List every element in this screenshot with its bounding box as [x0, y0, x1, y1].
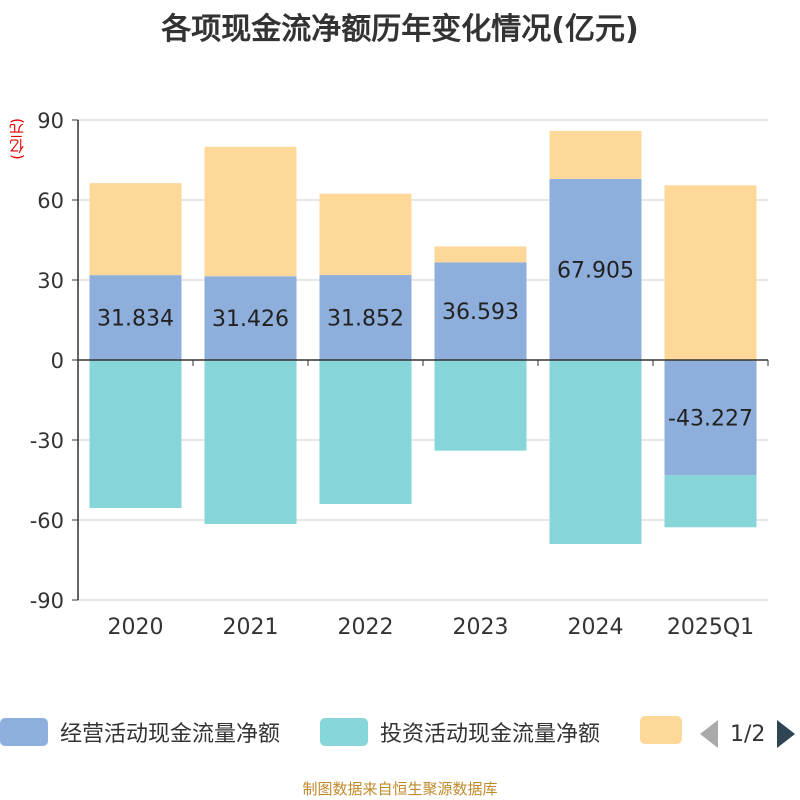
legend-swatch-financing: [640, 716, 682, 744]
bar-series0-2024: [549, 178, 642, 360]
data-labels: 31.834 31.426 31.852 36.593 67.905 -43.227: [97, 258, 753, 431]
x-tick-label: 2020: [108, 615, 164, 640]
y-tick-label: -90: [30, 589, 64, 613]
data-label: -43.227: [668, 407, 753, 432]
bar-series2-2025Q1: [664, 185, 757, 360]
x-tick-label: 2022: [338, 615, 394, 640]
y-tick-label: 30: [37, 269, 64, 293]
data-label: 36.593: [442, 300, 519, 325]
bar-series1-2022: [319, 360, 412, 504]
bar-series2-2022: [319, 193, 412, 276]
bar-series1-2024: [549, 360, 642, 544]
x-tick-label: 2021: [223, 615, 279, 640]
bar-series2-2020: [89, 183, 182, 276]
y-tick-label: 90: [37, 109, 64, 133]
bar-series2-2024: [549, 130, 642, 179]
bar-series0-2021: [204, 276, 297, 360]
y-tick-label: -30: [30, 429, 64, 453]
legend-item-financing[interactable]: [640, 716, 682, 744]
legend-item-investing[interactable]: 投资活动现金流量净额: [320, 716, 600, 748]
next-page-icon[interactable]: [777, 720, 796, 748]
bar-series0-2020: [89, 275, 182, 360]
bar-series2-2021: [204, 146, 297, 277]
bar-series0-2023: [434, 262, 527, 360]
chart-plot: 90 60 30 0 -30 -60 -90 2020 2021 2022 2023 2024 2025…: [30, 109, 769, 640]
prev-page-icon[interactable]: [700, 720, 718, 748]
legend-label-investing: 投资活动现金流量净额: [380, 722, 601, 747]
bar-series1-2021: [204, 360, 297, 524]
legend-label-operating: 经营活动现金流量净额: [60, 722, 281, 747]
y-tick-label: -60: [30, 509, 64, 533]
y-tick-label: 0: [51, 349, 64, 373]
chart-title: 各项现金流净额历年变化情况(亿元): [161, 12, 639, 47]
legend-pager: 1/2: [700, 720, 796, 748]
legend-page-indicator: 1/2: [730, 721, 766, 747]
bar-series0-2022: [319, 275, 412, 360]
x-tick-label: 2024: [568, 615, 624, 640]
legend-swatch-investing: [320, 718, 368, 746]
data-label: 31.834: [97, 307, 174, 332]
y-tick-label: 60: [37, 189, 64, 213]
data-source-note: 制图数据来自恒生聚源数据库: [302, 780, 498, 798]
data-label: 31.426: [212, 307, 289, 332]
legend-swatch-operating: [0, 718, 48, 746]
legend: 经营活动现金流量净额 投资活动现金流量净额 1/2: [0, 716, 800, 756]
bars: [89, 130, 757, 544]
x-tick-label: 2025Q1: [667, 615, 754, 640]
data-label: 67.905: [557, 258, 634, 283]
axes: 90 60 30 0 -30 -60 -90 2020 2021 2022 2023 2024 2025…: [30, 109, 769, 640]
bar-series0-2025Q1: [664, 360, 757, 476]
x-tick-label: 2023: [453, 615, 509, 640]
data-label: 31.852: [327, 307, 404, 332]
bar-series1-2025Q1: [664, 475, 757, 528]
bar-series1-2023: [434, 360, 527, 451]
bar-series1-2020: [89, 360, 182, 508]
bar-series2-2023: [434, 246, 527, 263]
legend-item-operating[interactable]: 经营活动现金流量净额: [0, 716, 280, 748]
